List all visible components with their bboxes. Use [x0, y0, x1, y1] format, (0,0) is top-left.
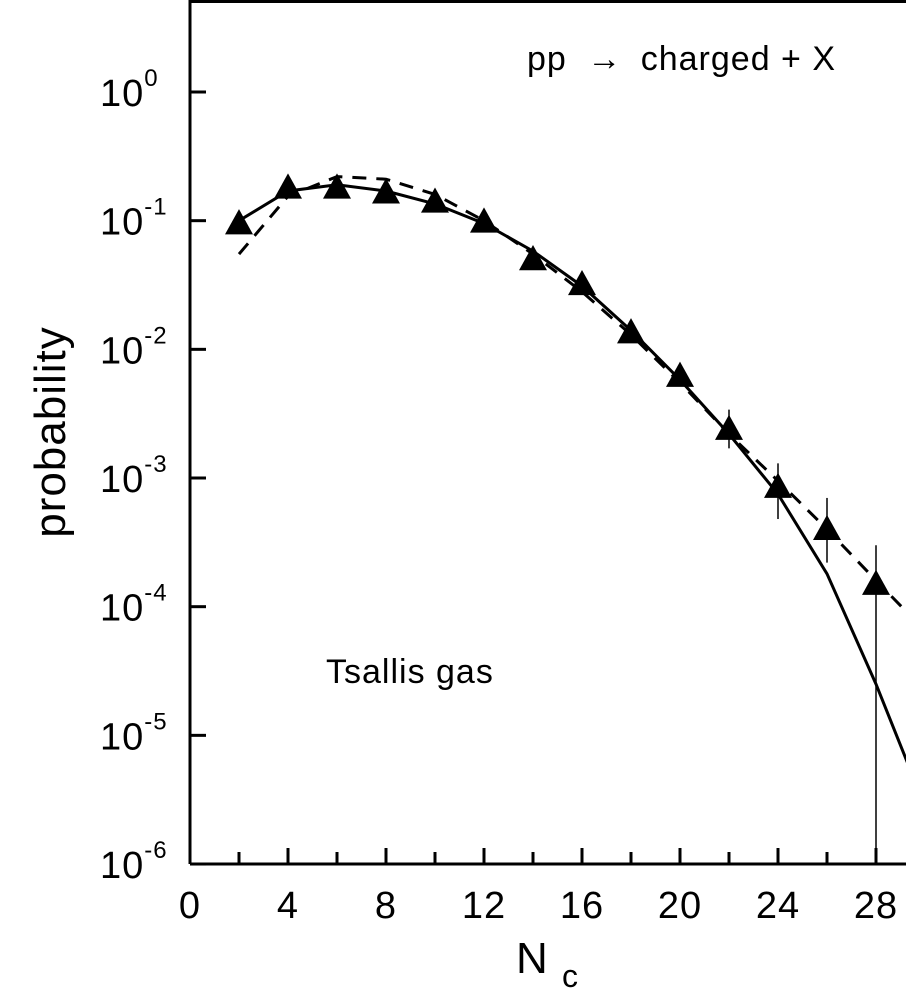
- y-tick-label: 10-3: [100, 451, 168, 501]
- data-point-triangle: [568, 269, 596, 296]
- data-point-triangle: [715, 414, 743, 440]
- data-markers: [225, 173, 890, 595]
- x-tick-label: 28: [854, 885, 898, 927]
- y-tick-base: 10: [100, 845, 144, 887]
- data-point-triangle: [421, 187, 449, 213]
- y-tick-label: 100: [100, 65, 159, 115]
- y-tick-base: 10: [100, 202, 144, 244]
- y-tick-exponent: -5: [144, 708, 167, 735]
- data-point-triangle: [617, 318, 645, 344]
- solid-fit-curve: [238, 183, 906, 764]
- x-tick-label: 24: [756, 885, 800, 927]
- x-axis-title: N c: [516, 934, 579, 994]
- x-tick-label: 0: [179, 885, 201, 927]
- reaction-products: charged + X: [641, 40, 836, 78]
- fit-curves: [237, 175, 906, 764]
- y-tick-exponent: -6: [144, 837, 167, 864]
- reaction-annotation: pp → charged + X: [527, 40, 836, 78]
- data-point-triangle: [372, 178, 400, 204]
- reaction-arrow: →: [587, 40, 622, 78]
- x-tick-label: 12: [462, 885, 506, 927]
- y-tick-base: 10: [100, 73, 144, 115]
- x-axis-title-subscript: c: [562, 958, 579, 994]
- y-tick-label: 10-4: [100, 580, 168, 630]
- y-tick-base: 10: [100, 716, 144, 758]
- x-axis-title-main: N: [516, 934, 549, 983]
- x-tick-label: 8: [375, 885, 397, 927]
- y-tick-exponent: -4: [144, 580, 167, 607]
- plot-frame: [188, 0, 906, 866]
- y-tick-label: 10-1: [100, 194, 168, 244]
- data-point-triangle: [225, 209, 253, 235]
- data-point-triangle: [764, 472, 792, 498]
- model-annotation: Tsallis gas: [326, 653, 494, 691]
- x-tick-label: 20: [658, 885, 702, 927]
- x-tick-label: 16: [560, 885, 604, 927]
- y-axis-title: probability: [26, 326, 75, 538]
- y-tick-base: 10: [100, 330, 144, 372]
- y-tick-base: 10: [100, 588, 144, 630]
- data-point-triangle: [666, 361, 694, 387]
- data-point-triangle: [862, 569, 890, 595]
- y-tick-exponent: -3: [144, 451, 167, 478]
- data-point-triangle: [323, 173, 351, 199]
- data-point-triangle: [274, 173, 302, 199]
- y-tick-label: 10-6: [100, 837, 168, 887]
- y-tick-exponent: -2: [144, 322, 167, 349]
- y-tick-label: 10-2: [100, 322, 168, 372]
- dashed-fit-curve: [237, 175, 906, 614]
- y-tick-base: 10: [100, 459, 144, 501]
- y-tick-exponent: -1: [144, 194, 167, 221]
- x-tick-label: 4: [277, 885, 299, 927]
- data-point-triangle: [813, 514, 841, 541]
- reaction-initial: pp: [527, 40, 567, 78]
- data-point-triangle: [519, 245, 547, 271]
- y-tick-label: 10-5: [100, 708, 168, 758]
- data-point-triangle: [470, 207, 498, 233]
- y-tick-exponent: 0: [144, 65, 158, 92]
